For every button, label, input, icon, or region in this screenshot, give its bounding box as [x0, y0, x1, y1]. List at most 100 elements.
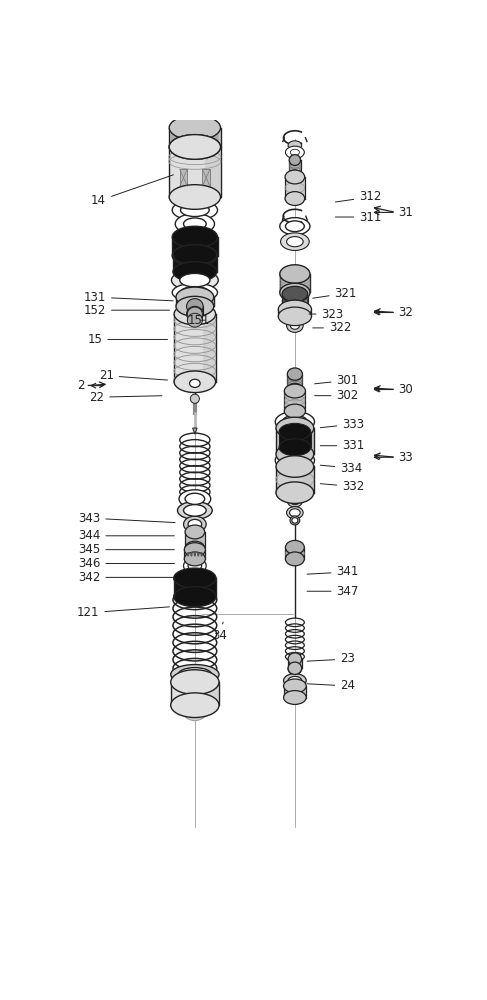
Ellipse shape — [284, 404, 305, 418]
Bar — [199, 550, 206, 559]
Bar — [173, 255, 217, 272]
Bar — [203, 314, 216, 382]
Ellipse shape — [285, 170, 305, 184]
Ellipse shape — [190, 552, 192, 557]
Text: 311: 311 — [336, 211, 381, 224]
Ellipse shape — [282, 454, 308, 467]
Ellipse shape — [184, 558, 206, 574]
Text: 334: 334 — [320, 462, 363, 475]
Ellipse shape — [289, 170, 300, 181]
Bar — [276, 466, 314, 493]
Ellipse shape — [280, 283, 310, 302]
Ellipse shape — [188, 519, 202, 529]
Text: 302: 302 — [315, 389, 359, 402]
Text: 14: 14 — [91, 175, 173, 207]
Bar — [283, 686, 306, 698]
Bar — [198, 314, 203, 320]
Ellipse shape — [175, 214, 214, 234]
Ellipse shape — [187, 307, 203, 321]
Ellipse shape — [290, 322, 300, 329]
Ellipse shape — [283, 691, 306, 704]
Ellipse shape — [174, 587, 216, 607]
Polygon shape — [192, 428, 197, 434]
Text: 312: 312 — [336, 190, 381, 204]
Ellipse shape — [282, 300, 308, 316]
Text: 347: 347 — [307, 585, 359, 598]
Bar — [299, 391, 305, 411]
Bar — [169, 147, 221, 197]
Ellipse shape — [180, 568, 210, 585]
Ellipse shape — [285, 221, 304, 232]
Ellipse shape — [290, 509, 300, 517]
Ellipse shape — [174, 126, 178, 148]
Ellipse shape — [285, 540, 304, 554]
Ellipse shape — [171, 665, 219, 684]
Ellipse shape — [290, 149, 300, 155]
Text: 323: 323 — [309, 308, 344, 321]
Bar — [180, 169, 187, 186]
Bar — [187, 306, 203, 314]
Bar — [184, 550, 206, 559]
Ellipse shape — [184, 516, 206, 532]
Ellipse shape — [282, 415, 307, 428]
Text: 343: 343 — [78, 512, 175, 525]
Ellipse shape — [286, 237, 303, 247]
Ellipse shape — [204, 126, 207, 148]
Ellipse shape — [281, 233, 309, 250]
Ellipse shape — [169, 115, 221, 140]
Ellipse shape — [285, 192, 305, 205]
Ellipse shape — [185, 493, 205, 504]
Ellipse shape — [275, 450, 315, 471]
Ellipse shape — [174, 303, 216, 325]
Ellipse shape — [288, 663, 301, 675]
Bar — [302, 428, 314, 454]
Text: 322: 322 — [313, 321, 351, 334]
Ellipse shape — [280, 265, 310, 283]
Text: 31: 31 — [375, 206, 413, 219]
Ellipse shape — [184, 543, 206, 557]
Ellipse shape — [276, 482, 314, 503]
Ellipse shape — [176, 296, 214, 316]
Ellipse shape — [181, 287, 209, 298]
Bar — [297, 160, 300, 175]
Ellipse shape — [174, 568, 216, 588]
Ellipse shape — [173, 245, 217, 265]
Text: 34: 34 — [212, 622, 227, 642]
Text: 346: 346 — [78, 557, 174, 570]
Ellipse shape — [186, 376, 204, 390]
Ellipse shape — [172, 200, 218, 220]
Ellipse shape — [173, 262, 217, 282]
Ellipse shape — [171, 670, 219, 694]
Bar — [289, 160, 300, 175]
Bar — [199, 532, 205, 548]
Text: 341: 341 — [307, 565, 359, 578]
Bar — [279, 432, 311, 447]
Text: 30: 30 — [375, 383, 413, 396]
Ellipse shape — [180, 690, 210, 721]
Ellipse shape — [285, 552, 304, 566]
Bar — [176, 297, 214, 306]
Bar — [174, 578, 216, 597]
Text: 342: 342 — [78, 571, 174, 584]
Ellipse shape — [179, 490, 211, 508]
Bar — [300, 686, 306, 698]
Bar — [287, 374, 302, 389]
Ellipse shape — [276, 443, 314, 465]
Bar — [285, 547, 304, 559]
Bar — [203, 169, 210, 186]
Bar — [205, 128, 221, 147]
Ellipse shape — [174, 126, 178, 148]
Bar — [187, 314, 203, 320]
Ellipse shape — [186, 571, 205, 582]
Ellipse shape — [278, 300, 312, 319]
Ellipse shape — [193, 126, 197, 148]
Bar — [280, 274, 310, 292]
Text: 332: 332 — [320, 480, 364, 493]
Bar — [203, 297, 214, 306]
Text: 151: 151 — [187, 314, 210, 327]
Bar — [205, 147, 221, 197]
Ellipse shape — [290, 516, 300, 525]
Ellipse shape — [187, 306, 203, 322]
Bar — [171, 682, 219, 705]
Ellipse shape — [169, 185, 221, 209]
